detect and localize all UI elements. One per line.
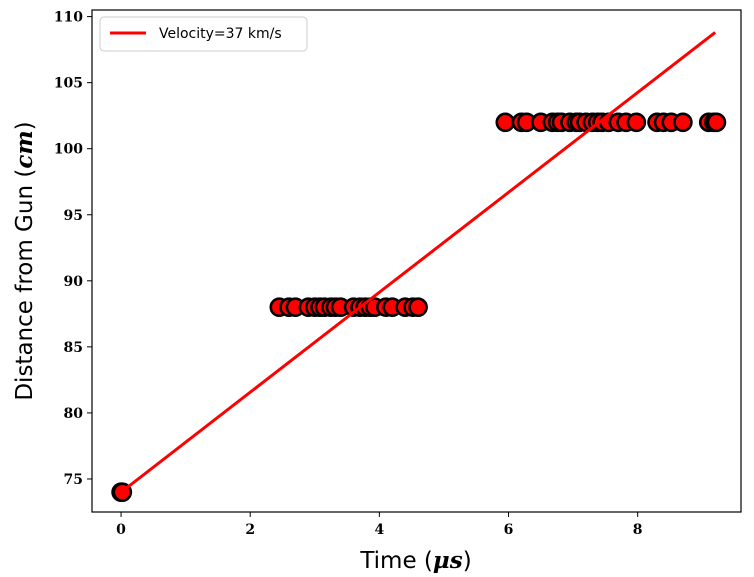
scatter-points <box>111 112 727 502</box>
legend-box <box>99 16 308 52</box>
y-tick-label: 90 <box>64 274 84 290</box>
plot-frame <box>91 9 742 513</box>
data-point <box>673 112 693 133</box>
plot-area <box>91 9 742 513</box>
x-tick-label: 4 <box>374 522 384 538</box>
y-tick-label: 80 <box>64 406 84 422</box>
y-tick-label: 105 <box>54 76 83 92</box>
legend: Velocity=37 km/s <box>99 16 308 52</box>
data-point <box>706 112 727 133</box>
y-tick-label: 110 <box>54 10 83 26</box>
data-point <box>626 112 647 133</box>
y-tick-label: 95 <box>64 208 83 224</box>
y-tick-label: 75 <box>64 472 83 488</box>
velocity-fit-line <box>120 31 717 494</box>
data-point <box>495 112 516 133</box>
y-axis-ticks: 75 80 85 90 95 100 105 110 <box>54 10 92 488</box>
x-axis-ticks: 0 2 4 6 8 <box>116 512 643 538</box>
y-axis-label: Distance from Gun (cm) <box>11 121 38 400</box>
x-tick-label: 8 <box>633 522 643 538</box>
x-axis-label: Time (μs) <box>359 547 471 574</box>
legend-label-velocity: Velocity=37 km/s <box>159 26 282 42</box>
fit-line-layer <box>120 31 717 494</box>
x-tick-label: 6 <box>504 522 514 538</box>
x-tick-label: 0 <box>116 522 126 538</box>
y-tick-label: 100 <box>54 142 83 158</box>
y-tick-label: 85 <box>64 340 83 356</box>
data-point <box>408 297 428 318</box>
x-tick-label: 2 <box>245 522 255 538</box>
